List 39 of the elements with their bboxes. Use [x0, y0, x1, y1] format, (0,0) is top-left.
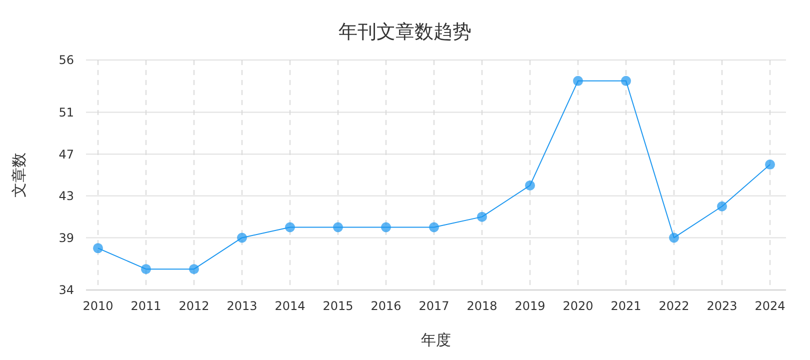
x-tick-label: 2020	[562, 299, 594, 313]
point	[381, 222, 391, 232]
y-tick-label: 34	[58, 283, 74, 298]
point	[765, 160, 775, 170]
x-tick-label: 2017	[418, 299, 450, 313]
chart-title: 年刊文章数趋势	[338, 21, 472, 43]
x-tick-label: 2015	[322, 299, 354, 313]
y-tick-label: 56	[58, 53, 74, 68]
x-tick-label: 2014	[274, 299, 306, 313]
x-tick-label: 2011	[130, 299, 162, 313]
y-tick-label: 47	[58, 147, 74, 162]
x-tick-label: 2022	[658, 299, 690, 313]
point	[93, 243, 103, 254]
x-tick-label: 2010	[82, 299, 114, 313]
point	[669, 232, 679, 243]
x-tick-label: 2024	[754, 299, 786, 313]
point	[621, 76, 631, 86]
x-axis-title: 年度	[421, 331, 451, 349]
x-tick-label: 2019	[514, 299, 546, 313]
y-tick-label: 51	[58, 105, 74, 120]
point	[285, 222, 295, 232]
y-tick-label: 43	[58, 189, 74, 204]
x-tick-label: 2021	[610, 299, 642, 313]
y-tick-label: 39	[58, 230, 74, 245]
point	[573, 76, 583, 86]
point	[141, 264, 151, 274]
x-tick-label: 2013	[226, 299, 258, 313]
x-tick-label: 2023	[706, 299, 738, 313]
point	[477, 212, 487, 222]
x-tick-label: 2018	[466, 299, 498, 313]
point	[429, 222, 439, 232]
x-tick-label: 2016	[370, 299, 402, 313]
point	[189, 264, 199, 274]
point	[333, 222, 343, 232]
point	[525, 180, 535, 190]
y-axis-title: 文章数	[10, 152, 28, 198]
point	[717, 201, 727, 212]
point	[237, 232, 247, 243]
x-tick-label: 2012	[178, 299, 210, 313]
